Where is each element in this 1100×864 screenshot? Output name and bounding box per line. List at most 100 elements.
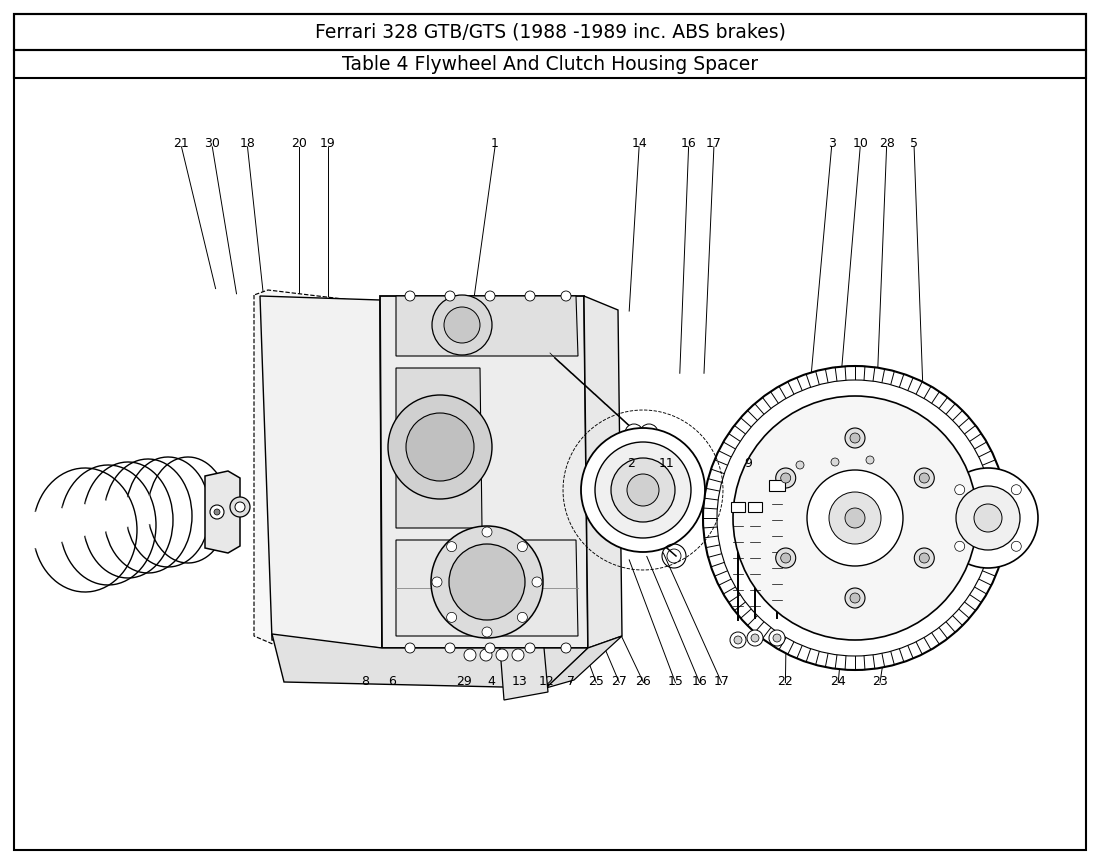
Circle shape bbox=[866, 456, 874, 464]
Text: 11: 11 bbox=[659, 456, 674, 470]
Circle shape bbox=[703, 366, 1006, 670]
Circle shape bbox=[464, 649, 476, 661]
Text: 25: 25 bbox=[588, 675, 604, 688]
Circle shape bbox=[405, 643, 415, 653]
Text: 19: 19 bbox=[320, 137, 336, 149]
Circle shape bbox=[581, 428, 705, 552]
Circle shape bbox=[717, 380, 993, 656]
Circle shape bbox=[734, 636, 742, 644]
Text: 18: 18 bbox=[240, 137, 255, 149]
Text: 10: 10 bbox=[852, 137, 868, 149]
Circle shape bbox=[405, 291, 415, 301]
Circle shape bbox=[480, 649, 492, 661]
Polygon shape bbox=[60, 505, 63, 545]
Bar bbox=[14, 14, 1086, 50]
Circle shape bbox=[747, 630, 763, 646]
Text: 23: 23 bbox=[872, 675, 888, 688]
Circle shape bbox=[781, 553, 791, 563]
Polygon shape bbox=[396, 296, 578, 356]
Circle shape bbox=[449, 544, 525, 620]
Polygon shape bbox=[546, 636, 622, 688]
Circle shape bbox=[730, 632, 746, 648]
Circle shape bbox=[920, 473, 929, 483]
Circle shape bbox=[447, 542, 456, 551]
Polygon shape bbox=[205, 471, 240, 553]
Circle shape bbox=[444, 307, 480, 343]
Bar bbox=[769, 480, 785, 491]
Text: 16: 16 bbox=[681, 137, 696, 149]
Circle shape bbox=[920, 553, 929, 563]
Text: 6: 6 bbox=[387, 675, 396, 688]
Circle shape bbox=[482, 627, 492, 637]
Polygon shape bbox=[396, 368, 482, 528]
Circle shape bbox=[512, 649, 524, 661]
Circle shape bbox=[845, 588, 865, 608]
Text: 29: 29 bbox=[456, 675, 472, 688]
Circle shape bbox=[267, 325, 277, 335]
Polygon shape bbox=[396, 540, 578, 636]
Bar bbox=[732, 502, 745, 512]
Text: 17: 17 bbox=[706, 137, 722, 149]
Circle shape bbox=[277, 595, 287, 605]
Polygon shape bbox=[254, 290, 388, 648]
Polygon shape bbox=[584, 296, 621, 648]
Circle shape bbox=[955, 485, 965, 495]
Circle shape bbox=[955, 541, 965, 551]
Circle shape bbox=[733, 396, 977, 640]
Circle shape bbox=[974, 504, 1002, 532]
Text: 14: 14 bbox=[631, 137, 647, 149]
Text: 3: 3 bbox=[827, 137, 836, 149]
Circle shape bbox=[496, 649, 508, 661]
Circle shape bbox=[431, 526, 543, 638]
Circle shape bbox=[776, 468, 795, 488]
Circle shape bbox=[1011, 485, 1021, 495]
Text: 16: 16 bbox=[692, 675, 707, 688]
Circle shape bbox=[406, 413, 474, 481]
Circle shape bbox=[850, 433, 860, 443]
Circle shape bbox=[796, 461, 804, 469]
Circle shape bbox=[214, 509, 220, 515]
Circle shape bbox=[365, 630, 375, 640]
Circle shape bbox=[485, 291, 495, 301]
Circle shape bbox=[517, 613, 527, 622]
Circle shape bbox=[751, 634, 759, 642]
Text: 21: 21 bbox=[174, 137, 189, 149]
Circle shape bbox=[862, 452, 878, 468]
Text: 5: 5 bbox=[910, 137, 918, 149]
Circle shape bbox=[432, 295, 492, 355]
Circle shape bbox=[956, 486, 1020, 550]
Circle shape bbox=[776, 548, 795, 568]
Text: 30: 30 bbox=[205, 137, 220, 149]
Circle shape bbox=[827, 454, 843, 470]
Circle shape bbox=[914, 468, 934, 488]
Circle shape bbox=[532, 577, 542, 587]
Circle shape bbox=[446, 643, 455, 653]
Circle shape bbox=[561, 643, 571, 653]
Polygon shape bbox=[82, 500, 86, 540]
Bar bbox=[14, 50, 1086, 78]
Circle shape bbox=[388, 395, 492, 499]
Text: 26: 26 bbox=[636, 675, 651, 688]
Polygon shape bbox=[148, 492, 151, 528]
Polygon shape bbox=[260, 296, 382, 648]
Text: 9: 9 bbox=[744, 456, 752, 470]
Circle shape bbox=[914, 548, 934, 568]
Text: 27: 27 bbox=[612, 675, 627, 688]
Text: Ferrari 328 GTB/GTS (1988 -1989 inc. ABS brakes): Ferrari 328 GTB/GTS (1988 -1989 inc. ABS… bbox=[315, 22, 785, 41]
Polygon shape bbox=[272, 634, 588, 688]
Text: 15: 15 bbox=[668, 675, 683, 688]
Circle shape bbox=[625, 424, 644, 442]
Text: 17: 17 bbox=[714, 675, 729, 688]
Circle shape bbox=[517, 542, 527, 551]
Text: 13: 13 bbox=[512, 675, 527, 688]
Polygon shape bbox=[500, 648, 548, 700]
Circle shape bbox=[525, 643, 535, 653]
Circle shape bbox=[792, 457, 808, 473]
Circle shape bbox=[807, 470, 903, 566]
Circle shape bbox=[561, 291, 571, 301]
Text: 1: 1 bbox=[491, 137, 499, 149]
Text: 7: 7 bbox=[566, 675, 575, 688]
Circle shape bbox=[610, 458, 675, 522]
Text: 2: 2 bbox=[627, 456, 636, 470]
Circle shape bbox=[485, 643, 495, 653]
